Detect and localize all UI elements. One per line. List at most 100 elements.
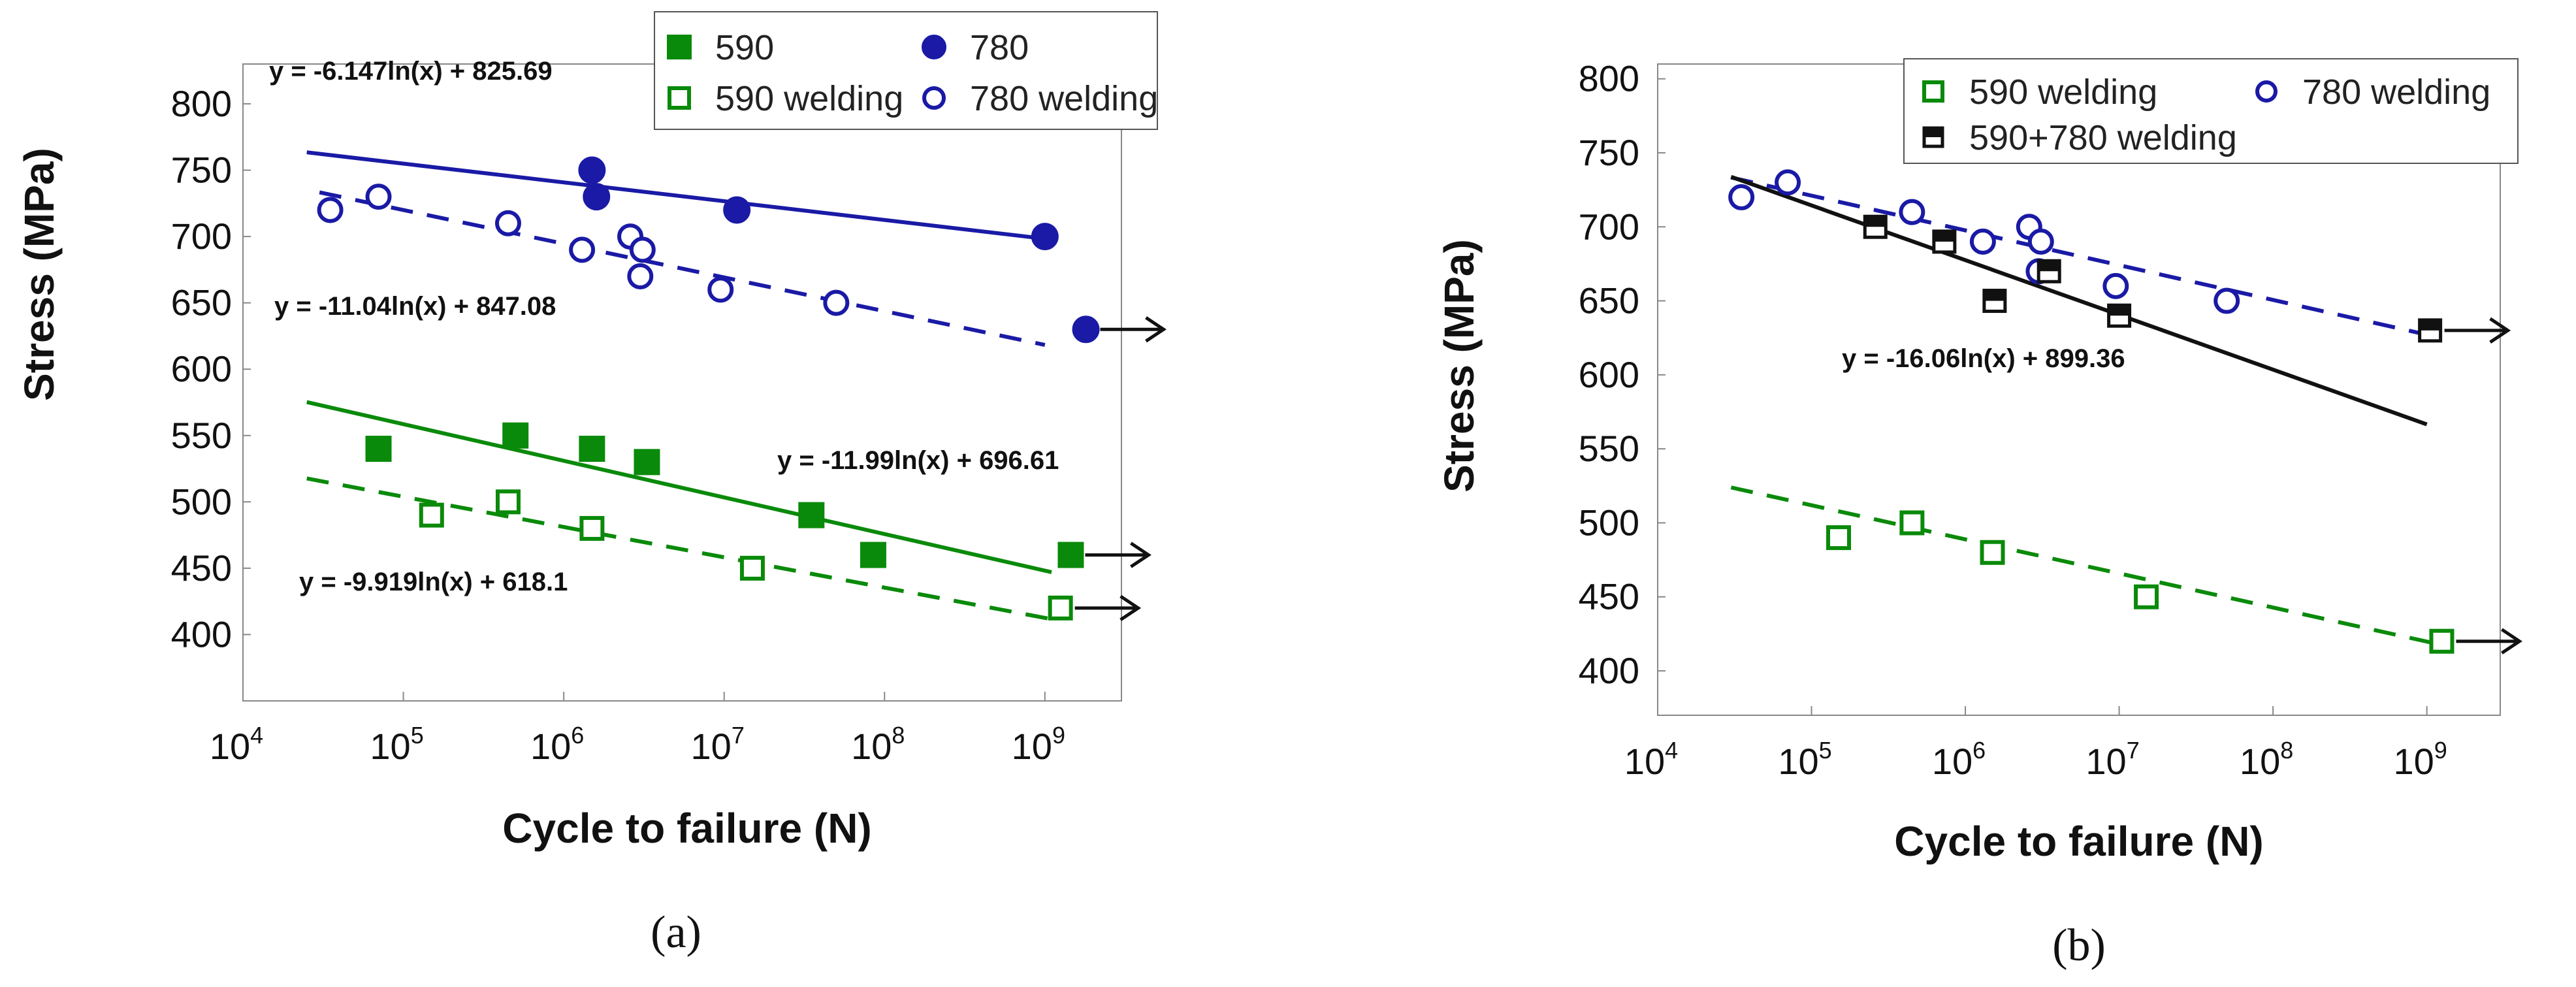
x-tick-label: 105 (370, 722, 423, 767)
x-tick-label: 107 (691, 722, 745, 767)
data-point-590-780-welding-fill (2419, 319, 2441, 331)
fit-line-2 (1730, 485, 2434, 645)
x-tick-label: 107 (2085, 737, 2139, 782)
legend-marker-590-welding (668, 86, 691, 110)
legend-box-b (1903, 58, 2519, 164)
y-tick-label: 800 (171, 83, 232, 124)
data-points-a (317, 156, 1100, 621)
legend-marker-780-welding (922, 86, 946, 110)
runout-arrow-head (1145, 316, 1167, 343)
fit-lines-a (306, 150, 1058, 621)
legend-label-780-welding: 780 welding (2302, 73, 2490, 112)
x-tick-label: 106 (1932, 737, 1986, 782)
y-tick-label: 400 (1579, 650, 1639, 691)
data-point-590 (798, 502, 825, 528)
data-point-590-welding (1048, 595, 1073, 621)
x-tick-labels-a: 104 105 106 107 108 109 (210, 692, 1065, 767)
legend-a: 590 780 590 welding 780 welding (654, 11, 1158, 130)
legend-box-a (654, 11, 1158, 130)
runout-arrows-a (1074, 316, 1167, 621)
fit-lines-b (1730, 174, 2434, 645)
data-point-590-780-welding (1863, 214, 1888, 239)
y-tick-label: 750 (171, 150, 232, 191)
legend-marker-590-780-welding (1922, 126, 1944, 148)
data-point-590-welding (2134, 584, 2159, 609)
data-point-590-780-welding (2037, 259, 2061, 283)
y-tick-label: 450 (1579, 576, 1639, 617)
y-tick-label: 500 (1579, 502, 1639, 543)
fit-line-3 (306, 476, 1052, 621)
data-point-780-welding (1775, 169, 1801, 196)
data-point-590 (1057, 542, 1084, 568)
data-point-780-welding (2214, 287, 2240, 314)
data-point-780-welding (1969, 228, 1996, 255)
x-tick-label: 109 (2393, 737, 2447, 782)
panel-b: 400 450 500 550 600 650 700 750 800 104 105 106 107… (1436, 58, 2522, 971)
data-point-590-780-welding (1932, 229, 1957, 254)
x-tick-labels-b: 104 105 106 107 108 109 (1624, 706, 2447, 782)
y-tick-label: 450 (171, 547, 232, 589)
legend-label-590-welding: 590 welding (715, 79, 903, 118)
x-tick-label: 106 (530, 722, 584, 767)
y-tick-label: 500 (171, 481, 232, 522)
fit-equation-590-780-welding: y = -16.06ln(x) + 899.36 (1842, 344, 2125, 373)
data-point-780-welding (629, 236, 656, 263)
legend-marker-590-welding (1922, 80, 1944, 103)
y-tick-label: 750 (1579, 132, 1639, 173)
legend-label-590: 590 (715, 28, 774, 67)
x-tick-label: 104 (210, 722, 263, 767)
fit-equation-780-welding: y = -11.04ln(x) + 847.08 (274, 292, 556, 321)
y-tick-label: 700 (171, 216, 232, 257)
y-axis-label-b: Stress (MPa) (1436, 239, 1483, 493)
data-point-780 (1072, 316, 1100, 344)
runout-arrows-b (2444, 317, 2522, 655)
y-tick-label: 650 (171, 282, 232, 323)
caption-b: (b) (2052, 920, 2106, 971)
data-point-780 (578, 156, 606, 184)
x-tick-label: 104 (1624, 737, 1678, 782)
legend-label-590-780-welding: 590+780 welding (1969, 118, 2237, 157)
legend-label-780-welding: 780 welding (970, 79, 1158, 118)
data-point-590-welding (579, 515, 605, 541)
fit-line-2 (306, 400, 1052, 574)
data-point-590-welding (1980, 540, 2005, 565)
fit-line-0 (1730, 175, 2428, 337)
data-point-780-welding (317, 197, 344, 223)
data-point-780-welding (365, 184, 392, 210)
legend-marker-590 (667, 35, 692, 59)
data-point-590-welding (1899, 510, 1925, 536)
legend-label-780: 780 (970, 28, 1029, 67)
runout-arrow-head (1119, 594, 1142, 621)
fit-equation-780: y = -6.147ln(x) + 825.69 (269, 57, 553, 86)
data-point-590-welding (1826, 525, 1851, 551)
fit-equation-590-welding: y = -9.919ln(x) + 618.1 (299, 568, 568, 596)
data-point-590-780-welding-fill (2108, 305, 2130, 316)
data-point-590-welding (739, 555, 765, 581)
data-point-590-welding (419, 502, 444, 528)
data-point-590-780-welding (2107, 303, 2132, 328)
data-point-780-welding (627, 263, 654, 289)
data-point-590-780-welding-fill (2038, 261, 2060, 272)
fit-equation-590: y = -11.99ln(x) + 696.61 (777, 446, 1059, 475)
y-tick-label: 550 (1579, 428, 1639, 469)
data-point-590-780-welding-fill (1933, 231, 1955, 242)
x-axis-label-a: Cycle to failure (N) (502, 805, 871, 852)
x-axis-label-b: Cycle to failure (N) (1894, 818, 2263, 865)
legend-marker-780 (922, 35, 946, 59)
data-point-590-780-welding-fill (1865, 216, 1886, 227)
y-tick-label: 600 (171, 348, 232, 389)
data-point-780 (583, 183, 611, 211)
data-point-780-welding (2027, 228, 2054, 255)
data-point-590 (579, 436, 605, 462)
data-point-590-welding (495, 489, 521, 515)
data-point-780-welding (823, 289, 850, 316)
y-tick-label: 650 (1579, 280, 1639, 321)
data-point-780-welding (494, 210, 521, 236)
data-point-590 (860, 542, 886, 568)
data-point-590-780-welding (2418, 318, 2443, 343)
y-tick-labels-a: 400 450 500 550 600 650 700 750 800 (171, 83, 251, 655)
x-tick-label: 109 (1012, 722, 1065, 767)
data-point-590-780-welding (1982, 289, 2007, 314)
y-axis-label-a: Stress (MPa) (16, 148, 63, 401)
